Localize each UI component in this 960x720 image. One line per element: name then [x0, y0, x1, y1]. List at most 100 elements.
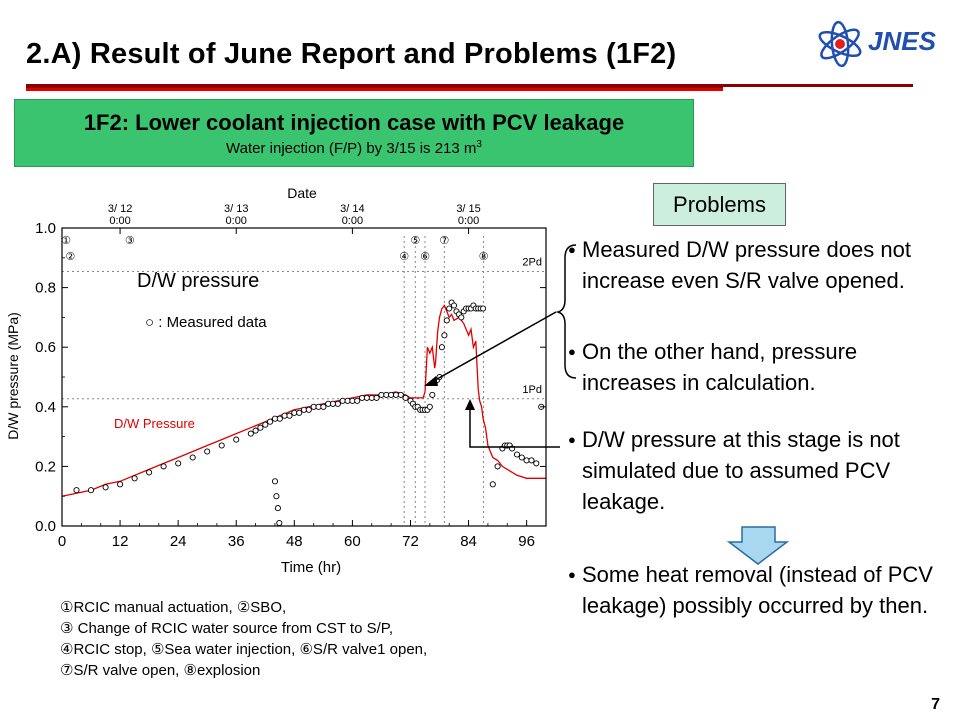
- measured-point: [349, 397, 356, 404]
- x-axis-label: Time (hr): [281, 559, 341, 576]
- measured-point: [518, 454, 525, 461]
- measured-point: [344, 397, 351, 404]
- measured-point: [455, 311, 462, 318]
- date-tick-label: 3/ 12: [108, 203, 132, 215]
- event-marker: ②: [65, 251, 75, 263]
- measured-point: [218, 442, 225, 449]
- bullet-text: D/W pressure at this stage is not simula…: [582, 427, 900, 514]
- arrow-head-icon: [465, 399, 475, 410]
- date-tick-sublabel: 0:00: [342, 215, 363, 227]
- measured-point: [363, 394, 370, 401]
- jnes-logo: JNES: [818, 20, 937, 68]
- measured-point: [441, 332, 448, 339]
- event-legend: ①RCIC manual actuation, ②SBO, ③ Change o…: [60, 597, 427, 681]
- x-tick-label: 96: [518, 533, 535, 550]
- measured-point: [271, 415, 279, 422]
- ref-line-label: 1Pd: [522, 384, 542, 396]
- y-tick-label: 0.4: [35, 399, 56, 416]
- slide-title: 2.A) Result of June Report and Problems …: [26, 38, 677, 70]
- event-marker: ④: [399, 251, 409, 263]
- plot-title: D/W pressure: [137, 270, 259, 292]
- measured-point: [131, 475, 138, 482]
- problem-bullet-1: ● Measured D/W pressure does not increas…: [568, 234, 948, 296]
- case-subtitle-sup: 3: [476, 139, 482, 150]
- bullet-text: On the other hand, pressure increases in…: [582, 339, 858, 395]
- arrow-to-measured-line: [469, 405, 560, 448]
- measured-point: [262, 421, 269, 428]
- x-tick-label: 24: [170, 533, 187, 550]
- atom-icon: [818, 20, 862, 68]
- x-tick-label: 84: [460, 533, 477, 550]
- measured-point: [467, 305, 475, 312]
- measured-point: [397, 391, 404, 398]
- measured-point: [477, 305, 484, 312]
- date-tick-sublabel: 0:00: [458, 215, 479, 227]
- measured-point: [417, 406, 424, 413]
- y-tick-label: 0.8: [35, 280, 56, 297]
- measured-point: [472, 305, 479, 312]
- calc-series-label: D/W Pressure: [114, 416, 195, 431]
- measured-point: [329, 400, 337, 407]
- measured-point: [528, 457, 535, 464]
- measured-point: [465, 305, 472, 312]
- measured-point: [257, 424, 264, 431]
- measured-point: [267, 418, 274, 425]
- x-tick-label: 36: [228, 533, 245, 550]
- measured-point: [281, 412, 288, 419]
- measured-point: [102, 484, 109, 491]
- measured-point: [470, 302, 477, 309]
- measured-point: [407, 397, 414, 404]
- measured-point: [446, 305, 453, 312]
- measured-point: [359, 394, 366, 401]
- measured-point: [310, 403, 317, 410]
- date-axis-label: Date: [287, 185, 317, 201]
- event-legend-line: ⑦S/R valve open, ⑧explosion: [60, 662, 261, 679]
- date-tick-label: 3/ 14: [340, 203, 364, 215]
- problem-bullet-4: ● Some heat removal (instead of PCV leak…: [568, 559, 948, 621]
- problem-bullet-3: ● D/W pressure at this stage is not simu…: [568, 424, 948, 517]
- measured-point: [458, 314, 465, 321]
- measured-point: [419, 406, 426, 413]
- measured-point: [426, 403, 433, 410]
- measured-point: [499, 445, 506, 452]
- measured-point: [305, 406, 312, 413]
- measured-point: [117, 481, 124, 488]
- measured-point: [424, 406, 431, 413]
- measured-point: [443, 317, 450, 324]
- measured-point: [87, 487, 95, 494]
- measured-point: [460, 308, 467, 315]
- measured-point: [463, 305, 470, 312]
- date-tick-label: 3/ 15: [456, 203, 480, 215]
- case-title: 1F2: Lower coolant injection case with P…: [83, 110, 625, 135]
- measured-point: [509, 445, 516, 452]
- event-legend-line: ①RCIC manual actuation, ②SBO,: [60, 599, 287, 616]
- measured-point: [431, 379, 438, 387]
- measured-point: [434, 376, 441, 384]
- ref-line-label: 2Pd: [522, 257, 542, 269]
- event-legend-line: ③ Change of RCIC water source from CST t…: [60, 620, 394, 637]
- measured-point: [339, 397, 346, 404]
- event-marker: ⑥: [420, 251, 430, 263]
- measured-point: [175, 460, 182, 467]
- x-tick-label: 48: [286, 533, 303, 550]
- measured-point: [450, 302, 458, 309]
- arrow-head-icon: [424, 376, 438, 386]
- measured-point: [233, 436, 240, 443]
- measured-point: [414, 403, 421, 410]
- calc-pressure-line: [61, 304, 546, 497]
- page-number: 7: [931, 696, 940, 713]
- event-marker: ⑦: [439, 235, 449, 247]
- bullet-dot-icon: ●: [568, 344, 576, 359]
- measured-point: [334, 400, 341, 407]
- measured-point: [421, 406, 429, 413]
- bullet-dot-icon: ●: [568, 432, 576, 447]
- y-tick-label: 0.0: [35, 518, 56, 535]
- measured-point: [506, 442, 513, 449]
- measured-point: [276, 415, 283, 422]
- measured-point: [73, 487, 80, 494]
- measured-point: [252, 427, 259, 434]
- measured-point: [273, 493, 280, 500]
- plot-frame: [61, 227, 547, 527]
- measured-point: [504, 442, 511, 449]
- measured-point: [501, 442, 508, 449]
